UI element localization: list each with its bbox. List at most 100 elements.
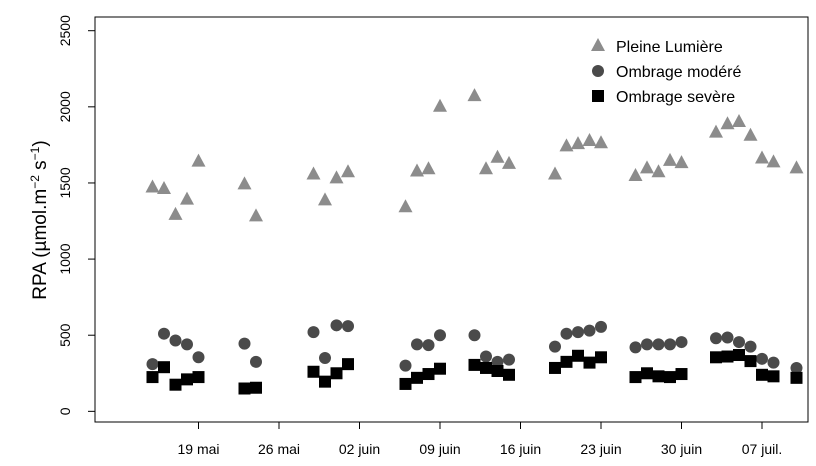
data-point-circle bbox=[549, 340, 561, 353]
data-point-circle bbox=[399, 359, 412, 372]
data-point-square bbox=[721, 350, 734, 363]
y-tick-label: 1000 bbox=[57, 243, 73, 274]
data-point-triangle bbox=[720, 116, 735, 130]
data-point-triangle bbox=[594, 135, 608, 149]
data-point-triangle bbox=[640, 160, 654, 174]
data-point-square bbox=[192, 371, 205, 384]
data-point-circle bbox=[733, 336, 745, 349]
y-tick-label: 0 bbox=[57, 407, 73, 415]
legend-label: Ombrage modéré bbox=[616, 64, 741, 81]
data-point-square bbox=[744, 355, 757, 368]
x-tick-label: 02 juin bbox=[339, 441, 380, 457]
data-point-triangle bbox=[467, 88, 482, 102]
data-point-square bbox=[549, 361, 561, 374]
data-point-triangle bbox=[341, 164, 355, 178]
data-point-triangle bbox=[571, 136, 585, 150]
y-tick-label: 500 bbox=[57, 323, 73, 347]
data-point-square bbox=[330, 367, 343, 380]
data-point-circle bbox=[434, 329, 446, 342]
data-point-circle bbox=[629, 341, 642, 354]
data-point-triangle bbox=[628, 168, 643, 182]
data-point-circle bbox=[744, 340, 757, 353]
data-point-circle bbox=[583, 324, 596, 337]
y-tick-label: 2000 bbox=[57, 91, 73, 122]
data-point-square bbox=[250, 381, 262, 394]
data-point-square bbox=[307, 365, 320, 378]
legend: Pleine Lumière Ombrage modéré Ombrage sevè… bbox=[591, 37, 741, 106]
legend-marker-circle bbox=[592, 65, 604, 77]
plot-frame bbox=[94, 16, 809, 423]
data-point-circle bbox=[468, 329, 481, 342]
data-point-square bbox=[756, 368, 768, 381]
data-point-square bbox=[664, 371, 676, 384]
data-point-circle bbox=[560, 327, 573, 340]
x-axis: 19 mai 26 mai 02 juin 09 juin 16 juin 23 juin… bbox=[177, 422, 782, 457]
x-tick-label: 19 mai bbox=[177, 441, 219, 457]
data-point-square bbox=[641, 367, 653, 380]
data-point-triangle bbox=[329, 170, 344, 184]
data-point-triangle bbox=[502, 155, 516, 169]
data-point-square bbox=[652, 370, 665, 383]
data-point-triangle bbox=[237, 176, 252, 190]
data-point-circle bbox=[192, 351, 205, 364]
data-point-circle bbox=[790, 361, 803, 374]
data-point-circle bbox=[641, 338, 653, 351]
data-point-triangle bbox=[249, 208, 263, 222]
data-point-square bbox=[158, 361, 170, 374]
data-point-square bbox=[480, 361, 492, 374]
data-point-triangle bbox=[789, 160, 804, 174]
data-point-triangle bbox=[168, 206, 183, 220]
data-point-circle bbox=[664, 338, 676, 351]
data-point-circle bbox=[238, 337, 251, 350]
data-point-triangle bbox=[433, 98, 447, 112]
data-point-square bbox=[181, 373, 193, 386]
data-point-circle bbox=[319, 352, 331, 365]
data-point-square bbox=[169, 378, 182, 391]
data-point-square bbox=[319, 375, 331, 388]
data-point-square bbox=[572, 349, 584, 362]
data-point-triangle bbox=[766, 154, 781, 168]
data-point-square bbox=[629, 371, 642, 384]
y-axis: 0 500 1000 1500 2000 2500 bbox=[57, 15, 95, 415]
data-points bbox=[145, 88, 804, 395]
data-point-circle bbox=[767, 356, 780, 369]
data-point-triangle bbox=[743, 127, 758, 141]
data-point-circle bbox=[491, 355, 504, 368]
legend-marker-square bbox=[592, 90, 604, 102]
data-point-square bbox=[583, 356, 596, 369]
data-point-circle bbox=[710, 332, 722, 345]
data-point-triangle bbox=[421, 161, 436, 175]
data-point-triangle bbox=[663, 152, 677, 166]
data-point-triangle bbox=[651, 164, 666, 178]
legend-label: Ombrage sevère bbox=[616, 89, 735, 106]
data-point-square bbox=[491, 364, 504, 377]
data-point-circle bbox=[158, 327, 170, 340]
x-tick-label: 09 juin bbox=[419, 441, 460, 457]
data-point-square bbox=[422, 368, 435, 381]
data-point-triangle bbox=[318, 192, 332, 206]
data-point-circle bbox=[250, 355, 262, 368]
data-point-square bbox=[146, 371, 159, 384]
data-point-square bbox=[790, 371, 803, 384]
y-tick-label: 1500 bbox=[57, 167, 73, 198]
data-point-square bbox=[503, 368, 515, 381]
data-point-circle bbox=[146, 358, 159, 371]
data-point-square bbox=[238, 382, 251, 395]
data-point-triangle bbox=[559, 138, 574, 152]
y-tick-label: 2500 bbox=[57, 15, 73, 46]
data-point-circle bbox=[572, 326, 584, 339]
data-point-triangle bbox=[157, 180, 171, 194]
data-point-square bbox=[733, 349, 745, 362]
x-tick-label: 30 juin bbox=[661, 441, 702, 457]
legend-marker-triangle bbox=[591, 37, 605, 51]
data-point-circle bbox=[422, 339, 435, 352]
data-point-circle bbox=[756, 352, 768, 365]
x-tick-label: 26 mai bbox=[258, 441, 300, 457]
data-point-triangle bbox=[582, 133, 597, 147]
data-point-circle bbox=[307, 326, 320, 339]
data-point-circle bbox=[330, 319, 343, 332]
legend-label: Pleine Lumière bbox=[616, 39, 723, 56]
data-point-circle bbox=[675, 336, 688, 349]
